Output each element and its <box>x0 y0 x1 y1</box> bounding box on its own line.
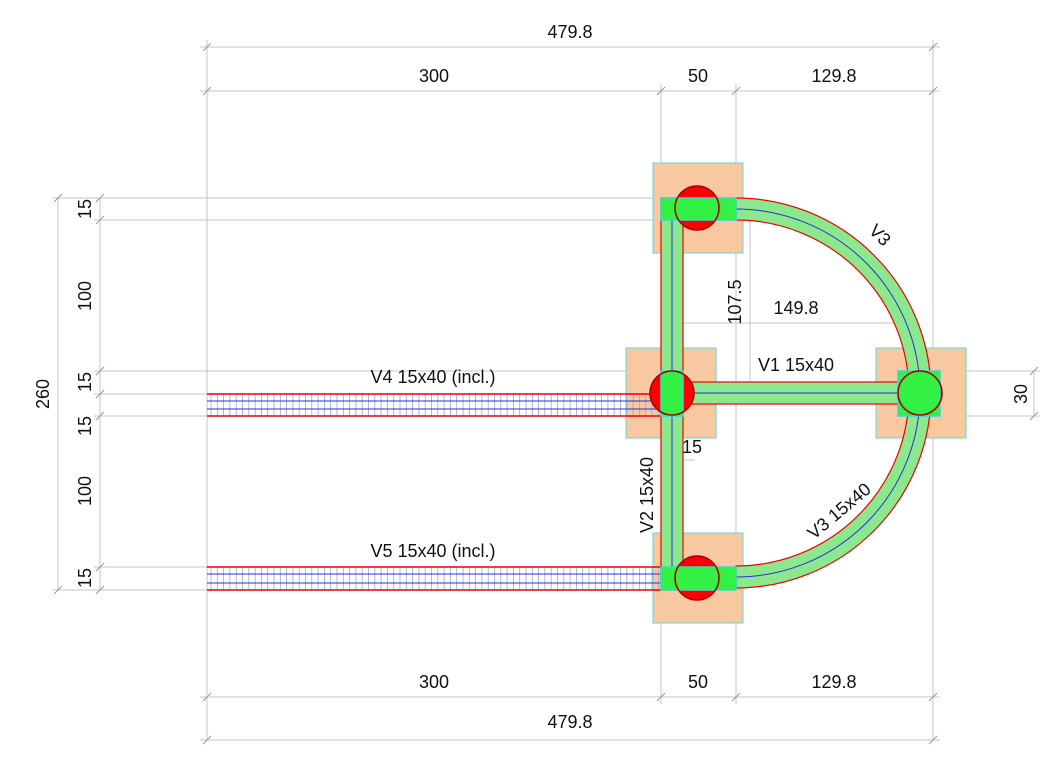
piles <box>649 185 943 601</box>
beams <box>660 197 932 591</box>
dim-text: 300 <box>419 672 449 692</box>
beam-label: V1 15x40 <box>758 355 834 375</box>
dim-text: 15 <box>75 199 95 219</box>
beam-label: V2 15x40 <box>637 457 657 533</box>
dim-text: 260 <box>33 379 53 409</box>
beam-label: V3 <box>865 220 895 250</box>
inclined-beams <box>193 393 661 591</box>
beam-label: V4 15x40 (incl.) <box>370 367 495 387</box>
dim-text: 100 <box>75 476 95 506</box>
dim-text: 15 <box>75 568 95 588</box>
beam-label: V5 15x40 (incl.) <box>370 541 495 561</box>
dim-text: 30 <box>1011 384 1031 404</box>
dim-text: 149.8 <box>773 298 818 318</box>
dim-text: 129.8 <box>811 66 856 86</box>
dim-text: 15 <box>75 416 95 436</box>
dim-text: 15 <box>682 437 702 457</box>
dimension-texts: 479.8 300 50 129.8 15 100 15 15 100 15 2… <box>33 22 1031 732</box>
dim-text: 300 <box>419 66 449 86</box>
dim-text: 50 <box>688 66 708 86</box>
dim-text: 50 <box>688 672 708 692</box>
dim-text: 479.8 <box>547 22 592 42</box>
dim-text: 100 <box>75 281 95 311</box>
dim-text: 479.8 <box>547 712 592 732</box>
dim-text: 15 <box>75 372 95 392</box>
dim-text: 107.5 <box>725 279 745 324</box>
dim-text: 129.8 <box>811 672 856 692</box>
